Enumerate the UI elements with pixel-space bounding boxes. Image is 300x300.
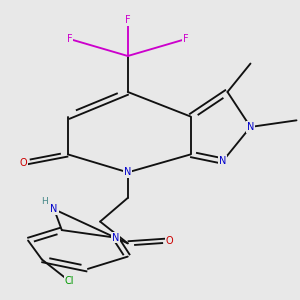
Text: Cl: Cl	[65, 276, 74, 286]
Text: N: N	[50, 204, 58, 214]
Text: F: F	[67, 34, 72, 44]
Text: O: O	[20, 158, 27, 168]
Text: N: N	[112, 233, 119, 243]
Text: N: N	[247, 122, 254, 132]
Text: H: H	[41, 197, 48, 206]
Text: N: N	[124, 167, 131, 177]
Text: N: N	[219, 156, 226, 166]
Text: F: F	[125, 15, 130, 25]
Text: O: O	[165, 236, 173, 245]
Text: F: F	[183, 34, 189, 44]
